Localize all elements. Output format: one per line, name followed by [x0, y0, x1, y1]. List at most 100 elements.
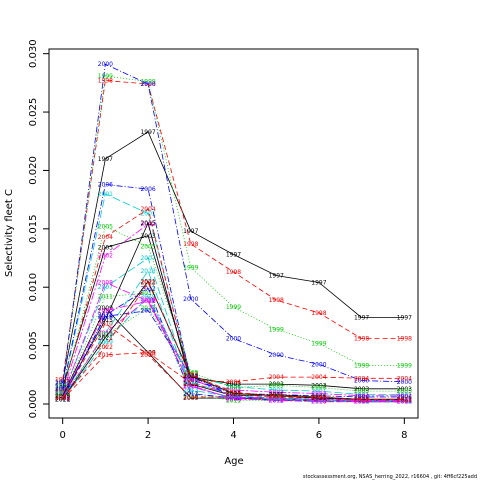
point-label: 1999 [311, 340, 326, 347]
point-label: 2008 [98, 280, 113, 287]
point-label: 2022 [55, 395, 70, 402]
point-label: 2019 [397, 397, 412, 404]
y-tick-label: 0.015 [28, 215, 39, 244]
point-label: 2011 [183, 392, 198, 399]
point-label: 2017 [140, 305, 155, 312]
point-label: 2005 [140, 243, 155, 250]
point-label: 2004 [183, 378, 198, 385]
point-label: 1999 [397, 362, 412, 369]
point-label: 2012 [55, 396, 70, 403]
point-label: 2008 [269, 396, 284, 403]
point-label: 2000 [354, 378, 369, 385]
point-label: 2013 [226, 394, 241, 401]
point-label: 2003 [397, 386, 412, 393]
point-label: 2010 [311, 399, 326, 406]
point-label: 2022 [183, 372, 198, 379]
point-label: 2015 [311, 394, 326, 401]
point-label: 1999 [98, 73, 113, 80]
point-label: 2014 [226, 395, 241, 402]
point-label: 2014 [55, 396, 70, 403]
series-line [62, 280, 405, 400]
point-label: 2017 [311, 394, 326, 401]
point-label: 2022 [140, 280, 155, 287]
y-axis: 0.000 0.005 0.010 0.015 0.020 0.025 0.030 [28, 39, 49, 418]
point-label: 2001 [226, 383, 241, 390]
point-label: 2005 [183, 369, 198, 376]
point-label: 1998 [226, 269, 241, 276]
point-label: 2002 [98, 253, 113, 260]
point-label: 2016 [226, 392, 241, 399]
point-label: 2010 [183, 394, 198, 401]
point-label: 2020 [183, 375, 198, 382]
point-label: 2017 [226, 392, 241, 399]
y-tick-label: 0.010 [28, 273, 39, 302]
point-label: 2010 [140, 352, 155, 359]
series-line [62, 292, 405, 403]
point-label: 2016 [183, 380, 198, 387]
point-label: 2022 [98, 344, 113, 351]
point-label: 2019 [140, 294, 155, 301]
point-label: 1998 [311, 310, 326, 317]
point-label: 2004 [98, 234, 113, 241]
point-label: 2019 [183, 379, 198, 386]
point-label: 2017 [269, 394, 284, 401]
point-label: 2017 [397, 396, 412, 403]
point-label: 2001 [98, 191, 113, 198]
point-label: 2007 [269, 396, 284, 403]
point-label: 2000 [140, 81, 155, 88]
point-label: 2020 [354, 397, 369, 404]
point-label: 2019 [269, 395, 284, 402]
point-label: 2015 [98, 317, 113, 324]
series-2016: 2016 2016 2016 2016 2016 2016 2016 2016 2016 [55, 350, 412, 405]
point-label: 2002 [354, 393, 369, 400]
point-label: 2013 [98, 330, 113, 337]
point-label: 2008 [226, 396, 241, 403]
point-label: 2017 [183, 371, 198, 378]
point-label: 2007 [311, 396, 326, 403]
point-label: 2014 [397, 399, 412, 406]
point-label: 2015 [226, 393, 241, 400]
point-label: 1997 [397, 315, 412, 322]
point-label: 1999 [55, 382, 70, 389]
point-label: 2014 [311, 399, 326, 406]
point-label: 2013 [354, 399, 369, 406]
point-label: 2009 [311, 397, 326, 404]
point-label: 2022 [311, 394, 326, 401]
point-label: 2022 [354, 396, 369, 403]
point-label: 2004 [226, 379, 241, 386]
point-label: 2001 [397, 392, 412, 399]
point-label: 2012 [269, 397, 284, 404]
point-label: 1999 [269, 326, 284, 333]
point-label: 2020 [98, 308, 113, 315]
series-2000: 2000 2000 2000 2000 2000 2000 2000 2000 2000 [55, 61, 412, 387]
point-label: 2019 [354, 397, 369, 404]
point-label: 2000 [311, 361, 326, 368]
series-1999: 1999 1999 1999 1999 1999 1999 1999 1999 1999 [55, 73, 412, 389]
point-label: 1997 [269, 273, 284, 280]
point-label: 2010 [226, 394, 241, 401]
point-label: 2021 [311, 395, 326, 402]
point-label: 2021 [269, 393, 284, 400]
point-label: 2003 [140, 233, 155, 240]
point-label: 2000 [55, 380, 70, 387]
point-label: 2012 [397, 399, 412, 406]
point-label: 2018 [354, 397, 369, 404]
point-label: 2019 [311, 396, 326, 403]
point-label: 2002 [269, 389, 284, 396]
y-tick-label: 0.020 [28, 156, 39, 185]
point-label: 1999 [140, 79, 155, 86]
point-label: 2015 [183, 381, 198, 388]
point-label: 2006 [140, 186, 155, 193]
point-label: 2021 [397, 396, 412, 403]
point-label: 2012 [226, 395, 241, 402]
point-label: 2014 [269, 397, 284, 404]
point-label: 2019 [55, 396, 70, 403]
point-label: 2007 [140, 255, 155, 262]
point-label: 2018 [226, 394, 241, 401]
point-label: 2008 [397, 397, 412, 404]
series-line [62, 184, 405, 398]
point-label: 2011 [140, 290, 155, 297]
point-label: 2003 [269, 381, 284, 388]
point-label: 2003 [226, 381, 241, 388]
point-label: 2020 [269, 395, 284, 402]
